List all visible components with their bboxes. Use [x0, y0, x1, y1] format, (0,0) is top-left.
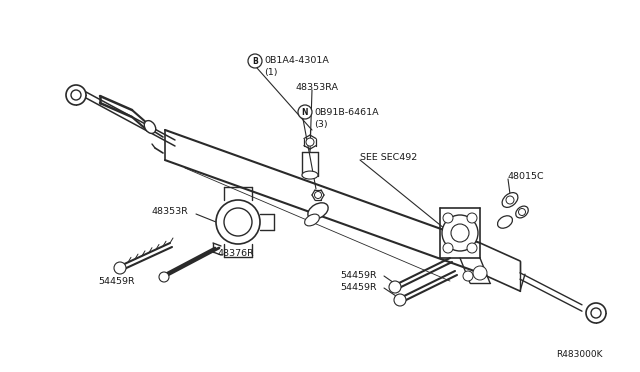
Circle shape — [451, 224, 469, 242]
Circle shape — [114, 262, 126, 274]
Circle shape — [159, 272, 169, 282]
Circle shape — [298, 105, 312, 119]
Circle shape — [394, 294, 406, 306]
Text: 48353R: 48353R — [152, 207, 189, 216]
Circle shape — [442, 215, 478, 251]
Circle shape — [467, 243, 477, 253]
Circle shape — [216, 200, 260, 244]
Circle shape — [224, 208, 252, 236]
Text: 0B91B-6461A: 0B91B-6461A — [314, 108, 379, 117]
Text: (1): (1) — [264, 68, 278, 77]
Text: 54459R: 54459R — [340, 271, 376, 280]
Text: 54459R: 54459R — [98, 277, 134, 286]
Ellipse shape — [516, 206, 528, 218]
Circle shape — [506, 196, 514, 204]
Text: N: N — [301, 108, 308, 116]
Ellipse shape — [497, 216, 513, 228]
Circle shape — [591, 308, 601, 318]
Text: 48015C: 48015C — [508, 172, 545, 181]
Ellipse shape — [308, 203, 328, 219]
Ellipse shape — [302, 171, 318, 179]
Text: (3): (3) — [314, 120, 328, 129]
Circle shape — [306, 138, 314, 146]
Circle shape — [473, 266, 487, 280]
Ellipse shape — [144, 121, 156, 134]
Circle shape — [443, 213, 453, 223]
Circle shape — [314, 192, 321, 199]
Circle shape — [463, 271, 473, 281]
Circle shape — [66, 85, 86, 105]
Text: B: B — [252, 57, 258, 65]
Circle shape — [467, 213, 477, 223]
Text: 48376R: 48376R — [218, 249, 255, 258]
Text: SEE SEC492: SEE SEC492 — [360, 153, 417, 162]
Ellipse shape — [305, 214, 319, 226]
Ellipse shape — [502, 193, 518, 207]
Text: 48353RA: 48353RA — [296, 83, 339, 92]
Text: R483000K: R483000K — [556, 350, 602, 359]
Circle shape — [443, 243, 453, 253]
Text: 0B1A4-4301A: 0B1A4-4301A — [264, 56, 329, 65]
Circle shape — [518, 208, 525, 215]
Text: 54459R: 54459R — [340, 283, 376, 292]
Circle shape — [389, 281, 401, 293]
Circle shape — [586, 303, 606, 323]
Circle shape — [248, 54, 262, 68]
Circle shape — [71, 90, 81, 100]
